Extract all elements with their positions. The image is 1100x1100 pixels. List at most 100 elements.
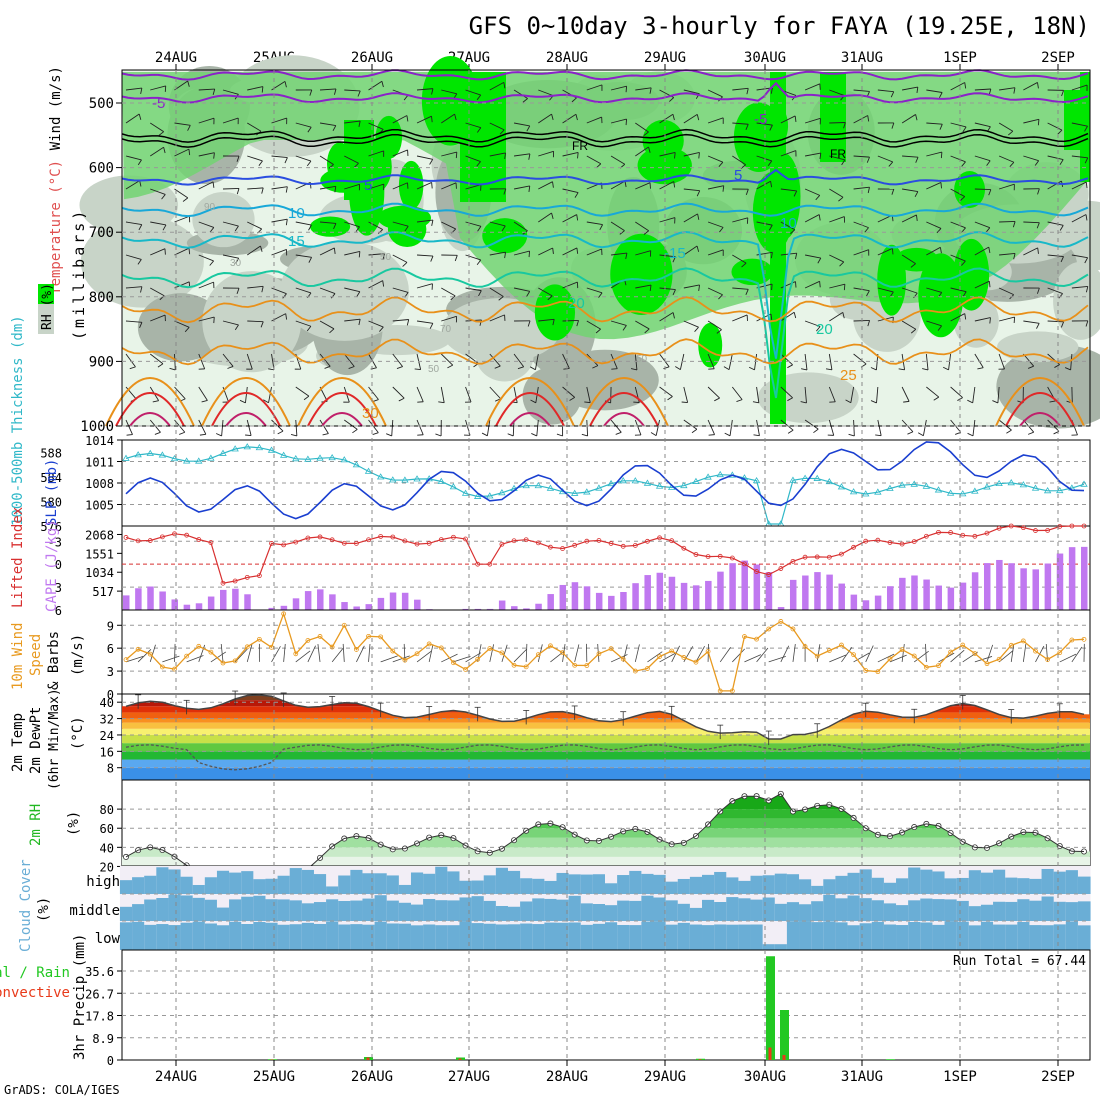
rh-region [770,72,786,424]
wind-barb-flag [556,433,563,437]
wind-barb [534,353,539,370]
day-gridlines [175,70,1059,1060]
wind-barb [950,313,965,322]
wind-point [1008,642,1014,648]
wind-barb-flag [698,152,700,159]
wind-barb-flag [571,97,577,103]
wind-barb [707,353,715,369]
wind-barb [925,353,929,370]
cloud-bar [241,871,254,894]
wind-barb [804,83,821,91]
wind-barb [635,221,649,232]
wind-barb [853,419,855,437]
wind-barb-flag [481,432,488,437]
wind-barb [1071,122,1088,127]
wind-barb [268,386,272,403]
wind-barb [1071,155,1088,159]
wind-barb-flag [308,224,312,231]
wind-barb-flag [839,261,845,267]
cape-bar [814,572,821,610]
cloud-bar [653,874,667,894]
temperature-contour [603,412,645,427]
wind-barb [732,87,749,91]
wind-barb [804,320,821,327]
wind-point [851,652,856,658]
wind-barb-flag [903,400,910,403]
wind-barb [707,386,720,399]
cape-bar [147,586,154,610]
wind-barb-flag [870,400,877,404]
level-label: 900 [89,354,114,370]
wind-barb [489,221,506,227]
contour-label: 50 [636,354,648,365]
wind-barb-flag [431,182,433,189]
tick-label: 6 [107,642,114,656]
level-label: 1000 [80,419,114,435]
wind-barb [271,117,287,124]
wind-barb-flag [813,428,819,434]
wind-barb [877,247,893,256]
wind-barb-flag [236,155,240,162]
wind-barb [972,419,976,436]
wind-barb-flag [284,157,288,164]
wind-barb-flag [386,433,392,437]
cape-bar [595,592,603,610]
cloud-bar [520,878,533,894]
wind-barb [295,386,310,397]
wind-barb [998,122,1014,132]
temperature-contour [1019,412,1061,427]
wind-barb [926,151,942,157]
wind-barb [441,315,457,322]
wind-barb-flag [527,320,531,327]
slp-series [125,441,1085,520]
credit: GrADS: COLA/IGES [4,1083,120,1097]
wind-barb [1071,84,1088,91]
wind-barb-flag [498,296,504,301]
rh-region [1064,90,1082,150]
wind-barb-flag [169,367,176,371]
wind-point [535,652,541,658]
cloud-bar [362,898,376,921]
temperature-contour [589,392,659,427]
wind-barb [356,645,365,663]
wind-barb [889,654,907,663]
wind-barb-flag [891,188,895,195]
wind-barb [222,187,240,190]
wind-barb-flag [672,312,675,319]
wind-barb [683,419,698,430]
wind-barb [538,287,553,297]
wind-barb [926,320,942,327]
wind-barb-flag [429,159,434,165]
cloud-bar [350,900,363,921]
cape-bar [486,608,494,610]
li-point [742,561,747,567]
wind-barb-flag [1054,364,1060,368]
wind-barb-flag [212,88,216,95]
wind-barb-flag [188,248,191,255]
wind-barb [877,419,882,436]
rh-band [122,847,1090,857]
wind-barb-flag [528,185,531,192]
wind-barb-flag [838,196,844,202]
cloud-bar [423,873,436,894]
wind-barb [125,320,142,323]
tick-label: 3 [55,581,62,595]
cloud-bar [253,879,266,894]
level-label: 800 [89,290,114,306]
wind-barb [222,353,234,367]
rh-region [344,120,374,200]
temperature-contour [105,377,195,427]
wind-barb [998,287,1014,296]
precip-conv-bar [768,1047,772,1060]
wind-point [487,646,493,651]
wind-barb [246,353,253,370]
wind-barb [222,89,239,95]
wind-barb [780,150,797,157]
wind-barb [659,312,674,322]
cloud-bar [786,902,800,921]
wind-barb [683,89,700,95]
tick-label: 17.8 [85,1010,114,1024]
cape-bar [559,584,567,610]
wind-barb [428,644,434,663]
wind-barb [974,88,991,91]
